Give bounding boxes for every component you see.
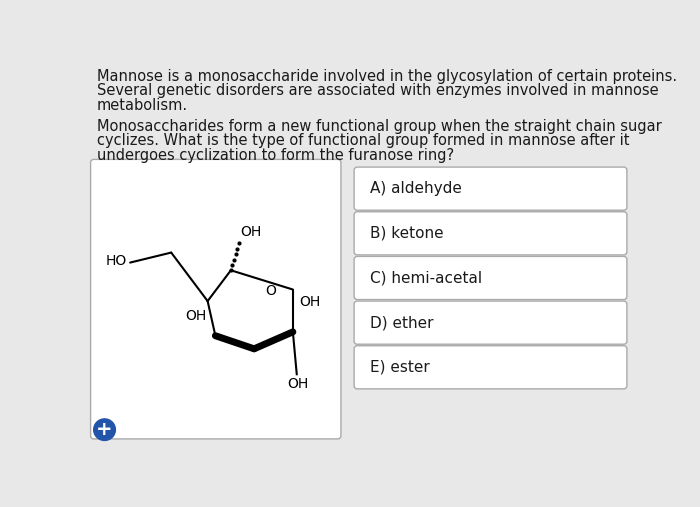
Text: A) aldehyde: A) aldehyde (370, 181, 461, 196)
FancyBboxPatch shape (90, 159, 341, 439)
Text: OH: OH (287, 377, 308, 391)
FancyBboxPatch shape (354, 257, 627, 300)
Text: HO: HO (106, 254, 127, 268)
FancyBboxPatch shape (354, 212, 627, 255)
Text: cyclizes. What is the type of functional group formed in mannose after it: cyclizes. What is the type of functional… (97, 133, 629, 148)
FancyBboxPatch shape (354, 167, 627, 210)
Text: OH: OH (299, 295, 321, 309)
Text: Monosaccharides form a new functional group when the straight chain sugar: Monosaccharides form a new functional gr… (97, 119, 662, 133)
Text: metabolism.: metabolism. (97, 98, 188, 113)
Text: B) ketone: B) ketone (370, 226, 443, 241)
Text: E) ester: E) ester (370, 360, 429, 375)
Circle shape (94, 419, 116, 441)
Text: D) ether: D) ether (370, 315, 433, 330)
Text: Mannose is a monosaccharide involved in the glycosylation of certain proteins.: Mannose is a monosaccharide involved in … (97, 68, 677, 84)
Text: OH: OH (185, 309, 206, 323)
Text: Several genetic disorders are associated with enzymes involved in mannose: Several genetic disorders are associated… (97, 83, 659, 98)
Text: +: + (97, 420, 113, 439)
FancyBboxPatch shape (354, 301, 627, 344)
Text: O: O (266, 284, 276, 298)
Text: OH: OH (240, 225, 261, 239)
FancyBboxPatch shape (354, 346, 627, 389)
Text: C) hemi-acetal: C) hemi-acetal (370, 270, 482, 285)
Text: undergoes cyclization to form the furanose ring?: undergoes cyclization to form the furano… (97, 148, 454, 163)
